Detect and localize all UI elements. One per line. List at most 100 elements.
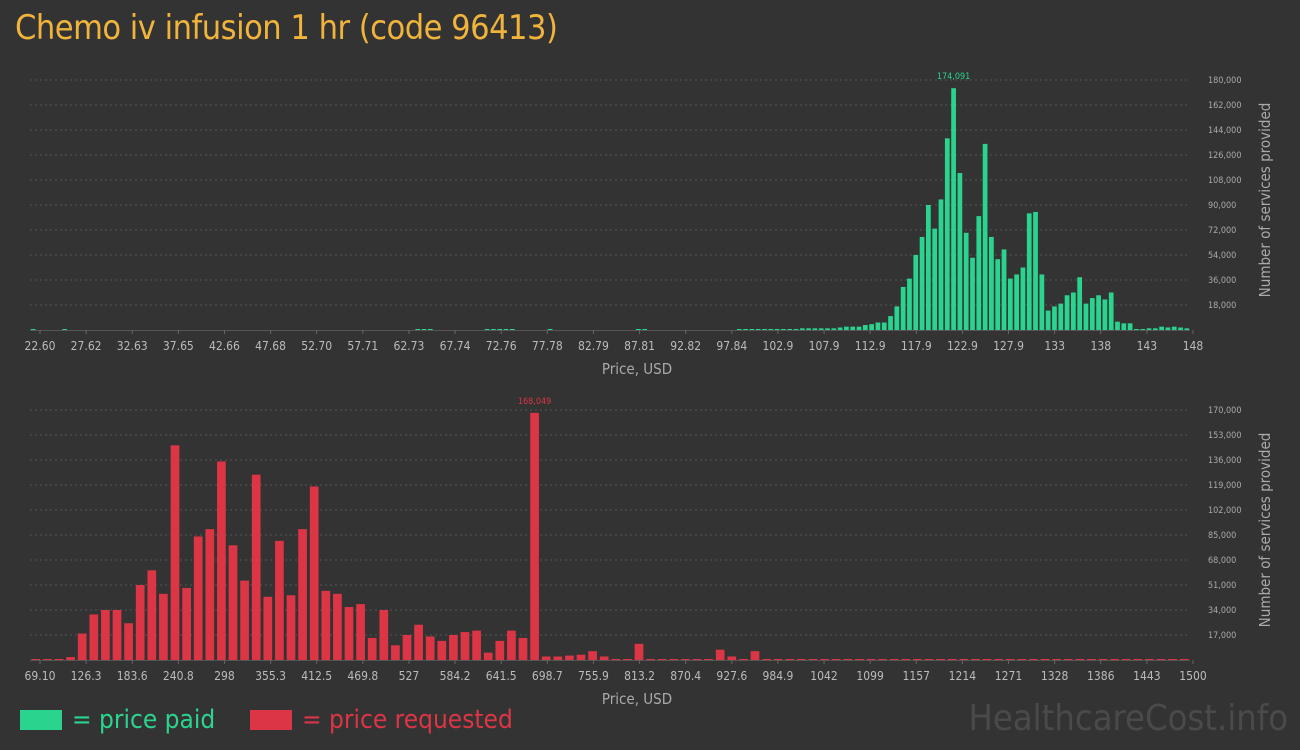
bar xyxy=(957,173,963,330)
x-tick-label: 133 xyxy=(1044,339,1065,353)
x-tick-label: 87.81 xyxy=(624,339,655,353)
bar xyxy=(799,328,805,330)
legend-label-requested: = price requested xyxy=(302,705,513,735)
y-tick-label: 180,000 xyxy=(1208,76,1241,86)
bar xyxy=(1165,327,1171,330)
bar xyxy=(565,655,574,660)
x-tick-label: 984.9 xyxy=(762,669,793,683)
bar xyxy=(1020,267,1026,330)
bar xyxy=(855,659,864,660)
bar xyxy=(509,329,515,330)
x-tick-label: 143 xyxy=(1137,339,1158,353)
bar xyxy=(66,657,75,660)
bar xyxy=(1063,659,1073,660)
x-tick-label: 355.3 xyxy=(255,669,286,683)
bar xyxy=(1159,326,1164,330)
bar xyxy=(913,659,922,660)
bar xyxy=(818,328,824,330)
x-tick-label: 1500 xyxy=(1179,669,1207,683)
bar xyxy=(1140,329,1146,330)
bar xyxy=(263,596,273,660)
bar xyxy=(286,595,296,660)
bar xyxy=(936,659,945,660)
bar xyxy=(1075,659,1085,660)
x-tick-label: 117.9 xyxy=(901,339,932,353)
bar xyxy=(449,635,458,660)
bar xyxy=(333,593,342,660)
y-tick-label: 153,000 xyxy=(1208,431,1241,441)
bar xyxy=(415,329,421,330)
bar xyxy=(963,232,969,330)
bar xyxy=(1033,211,1038,330)
bar xyxy=(89,614,99,660)
y-tick-label: 85,000 xyxy=(1208,531,1236,541)
bar xyxy=(888,316,893,330)
x-tick-label: 698.7 xyxy=(532,669,563,683)
y-tick-label: 17,000 xyxy=(1208,631,1236,641)
bar xyxy=(170,445,180,660)
bar xyxy=(901,659,911,660)
x-tick-label: 870.4 xyxy=(670,669,701,683)
bar xyxy=(755,329,761,330)
bar xyxy=(1087,659,1096,660)
bar xyxy=(773,659,783,660)
y-tick-label: 119,000 xyxy=(1208,481,1241,491)
bar xyxy=(739,659,748,660)
bar xyxy=(1152,328,1158,330)
x-tick-label: 183.6 xyxy=(117,669,148,683)
y-tick-label: 108,000 xyxy=(1208,176,1241,186)
bar xyxy=(1108,292,1114,330)
x-tick-label: 148 xyxy=(1183,339,1204,353)
bar xyxy=(947,659,957,660)
bar xyxy=(919,236,925,330)
bar xyxy=(1178,327,1183,330)
x-tick-label: 641.5 xyxy=(486,669,517,683)
bar xyxy=(878,659,887,660)
bar xyxy=(495,640,505,660)
bar xyxy=(309,486,319,660)
bar xyxy=(982,659,992,660)
bar xyxy=(806,328,811,330)
y-tick-label: 68,000 xyxy=(1208,556,1236,566)
bar xyxy=(1089,298,1095,330)
y-tick-label: 102,000 xyxy=(1208,506,1241,516)
bar xyxy=(862,325,868,330)
x-tick-label: 584.2 xyxy=(440,669,471,683)
bar xyxy=(1077,277,1083,330)
bar xyxy=(970,257,975,330)
bar xyxy=(275,540,284,660)
bar xyxy=(669,659,679,660)
bar xyxy=(959,659,969,660)
bar xyxy=(642,329,648,330)
bar xyxy=(31,659,41,660)
bar xyxy=(894,306,900,330)
bar xyxy=(657,659,667,660)
bar xyxy=(785,659,795,660)
bar xyxy=(530,412,539,660)
legend-swatch-paid xyxy=(20,710,62,730)
bar xyxy=(989,236,994,330)
bar xyxy=(1110,659,1119,660)
bar xyxy=(704,659,713,660)
bar xyxy=(321,590,331,660)
bar xyxy=(1133,659,1143,660)
bar xyxy=(43,659,52,660)
bar xyxy=(762,659,771,660)
bar xyxy=(1052,659,1061,660)
bar xyxy=(588,651,597,660)
bar xyxy=(159,593,168,660)
y-tick-label: 136,000 xyxy=(1208,456,1241,466)
y-axis-title: Number of services provided xyxy=(1256,433,1274,628)
bar xyxy=(774,329,780,330)
x-tick-label: 69.10 xyxy=(25,669,56,683)
bar xyxy=(379,610,389,660)
y-tick-label: 144,000 xyxy=(1208,126,1241,136)
bar xyxy=(1052,306,1057,330)
bar xyxy=(976,216,982,330)
bar xyxy=(808,659,818,660)
x-tick-label: 1042 xyxy=(810,669,837,683)
x-tick-label: 37.65 xyxy=(163,339,194,353)
y-tick-label: 72,000 xyxy=(1208,226,1236,236)
bar xyxy=(1115,321,1120,330)
bar xyxy=(491,329,496,330)
